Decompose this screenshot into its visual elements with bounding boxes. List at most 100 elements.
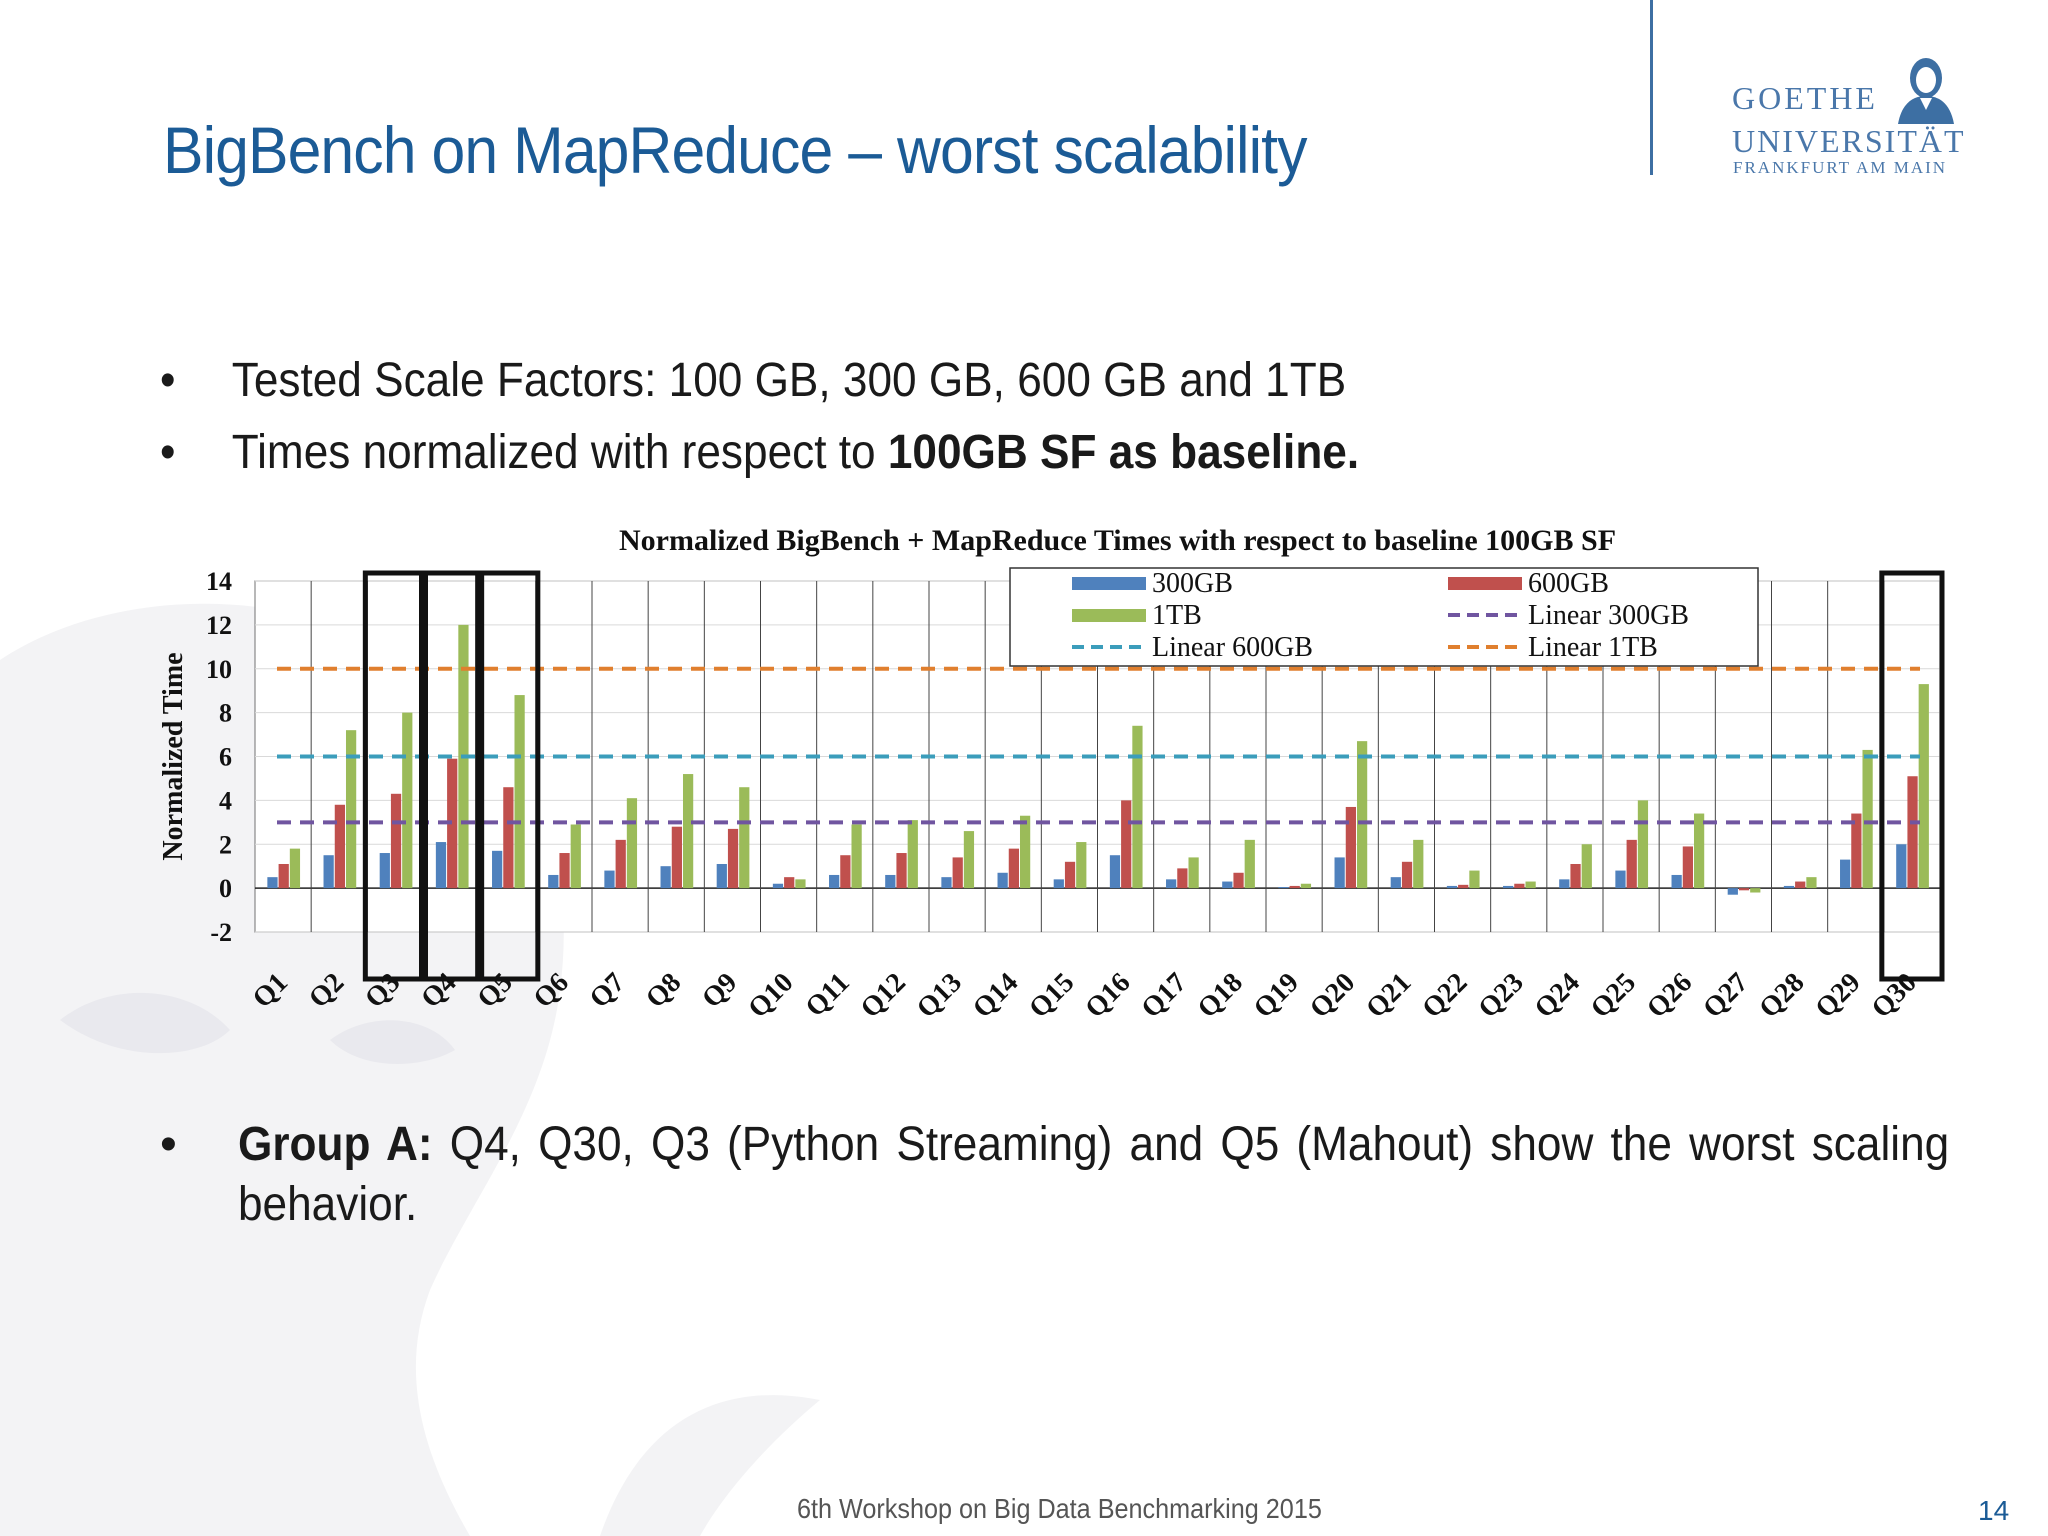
bar-600gb xyxy=(784,877,795,889)
bar-600gb xyxy=(1907,776,1918,889)
bar-600gb xyxy=(334,804,345,889)
bar-600gb xyxy=(447,758,458,889)
x-tick-label: Q28 xyxy=(1753,967,1810,1015)
bar-300gb xyxy=(1222,881,1233,889)
bar-300gb xyxy=(1390,877,1401,889)
bar-300gb xyxy=(1503,885,1514,889)
x-tick-label: Q18 xyxy=(1192,967,1249,1015)
x-tick-label: Q6 xyxy=(528,967,575,1014)
y-tick-label: 2 xyxy=(219,830,232,859)
goethe-portrait-icon xyxy=(1898,58,1954,124)
bar-300gb xyxy=(829,874,840,889)
bar-600gb xyxy=(840,855,851,889)
highlight-box-q5 xyxy=(475,570,541,982)
bar-1tb xyxy=(289,848,301,889)
bar-300gb xyxy=(1671,874,1682,889)
legend-label: 300GB xyxy=(1152,568,1233,599)
bar-300gb xyxy=(267,877,278,889)
normalized-times-chart: Normalized BigBench + MapReduce Times wi… xyxy=(158,524,1945,1015)
bar-1tb xyxy=(1525,881,1536,889)
footer-text: 6th Workshop on Big Data Benchmarking 20… xyxy=(797,1493,1322,1524)
bar-1tb xyxy=(1750,888,1761,893)
x-tick-label: Q20 xyxy=(1304,967,1361,1015)
x-tick-label: Q17 xyxy=(1136,967,1193,1015)
x-tick-label: Q9 xyxy=(696,967,743,1014)
bullet-bold-text: Group A: xyxy=(238,1118,433,1171)
bar-300gb xyxy=(604,870,615,889)
bar-300gb xyxy=(1278,887,1289,889)
bar-300gb xyxy=(772,883,784,889)
bar-1tb xyxy=(1918,684,1929,889)
bar-300gb xyxy=(1840,859,1851,889)
y-tick-label: 10 xyxy=(206,655,232,684)
y-tick-label: 0 xyxy=(219,874,232,903)
legend-swatch-300gb xyxy=(1072,577,1146,590)
bar-600gb xyxy=(503,787,514,889)
chart-title: Normalized BigBench + MapReduce Times wi… xyxy=(619,524,1616,557)
y-tick-label: 4 xyxy=(219,786,232,815)
bar-1tb xyxy=(907,820,918,889)
bar-1tb xyxy=(1188,857,1199,889)
bar-300gb xyxy=(1727,888,1738,895)
bullet-text: Q4, Q30, Q3 (Python Streaming) and Q5 (M… xyxy=(238,1118,1950,1231)
bar-1tb xyxy=(1019,815,1031,889)
bar-600gb xyxy=(1738,888,1750,891)
page-number: 14 xyxy=(1978,1495,2010,1526)
bar-1tb xyxy=(1356,741,1368,889)
bar-1tb xyxy=(514,695,525,889)
bar-1tb xyxy=(1806,877,1817,889)
bar-600gb xyxy=(1458,884,1469,889)
x-tick-label: Q8 xyxy=(640,967,687,1014)
bar-1tb xyxy=(851,824,862,889)
bar-300gb xyxy=(885,874,896,889)
intro-bullets: • Tested Scale Factors: 100 GB, 300 GB, … xyxy=(160,345,1960,489)
university-logo: GOETHE UNIVERSITÄT FRANKFURT AM MAIN xyxy=(1646,0,1976,180)
bar-1tb xyxy=(626,798,638,889)
logo-divider xyxy=(1650,0,1653,175)
x-tick-label: Q7 xyxy=(584,967,631,1014)
bullet-normalization: • Times normalized with respect to 100GB… xyxy=(160,417,1816,489)
bar-300gb xyxy=(716,863,727,889)
bar-600gb xyxy=(1795,881,1806,889)
bar-600gb xyxy=(1121,800,1132,889)
bar-1tb xyxy=(795,879,806,889)
bar-600gb xyxy=(390,793,402,889)
bullet-marker: • xyxy=(160,354,176,407)
bar-300gb xyxy=(941,877,952,889)
bar-600gb xyxy=(1626,839,1637,889)
bar-600gb xyxy=(1682,846,1693,889)
bar-300gb xyxy=(1559,879,1570,889)
bullet-bold-text: 100GB SF as baseline. xyxy=(887,426,1360,479)
x-tick-label: Q10 xyxy=(742,967,799,1015)
x-tick-label: Q13 xyxy=(911,967,968,1015)
bar-300gb xyxy=(997,872,1008,889)
x-tick-label: Q15 xyxy=(1023,967,1080,1015)
bar-1tb xyxy=(1862,749,1873,889)
x-tick-label: Q23 xyxy=(1473,967,1530,1015)
y-tick-label: 12 xyxy=(206,611,232,640)
legend-label: Linear 300GB xyxy=(1528,600,1689,631)
bar-600gb xyxy=(278,863,289,889)
bar-1tb xyxy=(570,824,581,889)
legend-swatch-1tb xyxy=(1072,609,1146,622)
bar-300gb xyxy=(492,850,503,889)
legend-swatch-600gb xyxy=(1448,577,1522,590)
bar-600gb xyxy=(1008,848,1019,889)
bar-300gb xyxy=(1334,857,1345,889)
x-tick-label: Q11 xyxy=(800,967,856,1015)
bar-600gb xyxy=(952,857,963,889)
y-axis-label: Normalized Time xyxy=(158,652,189,860)
bar-1tb xyxy=(1300,883,1312,889)
legend-label: 1TB xyxy=(1152,600,1202,631)
logo-text-universitaet: UNIVERSITÄT xyxy=(1732,123,1966,159)
bar-1tb xyxy=(1637,800,1649,889)
bar-600gb xyxy=(1345,806,1356,889)
bar-600gb xyxy=(1401,861,1413,889)
x-tick-label: Q19 xyxy=(1248,967,1305,1015)
bar-600gb xyxy=(1514,883,1525,889)
bar-300gb xyxy=(1446,885,1458,889)
bar-600gb xyxy=(559,853,570,889)
bar-1tb xyxy=(1581,844,1592,889)
highlight-box-q4 xyxy=(419,570,485,982)
bar-300gb xyxy=(1109,855,1121,889)
